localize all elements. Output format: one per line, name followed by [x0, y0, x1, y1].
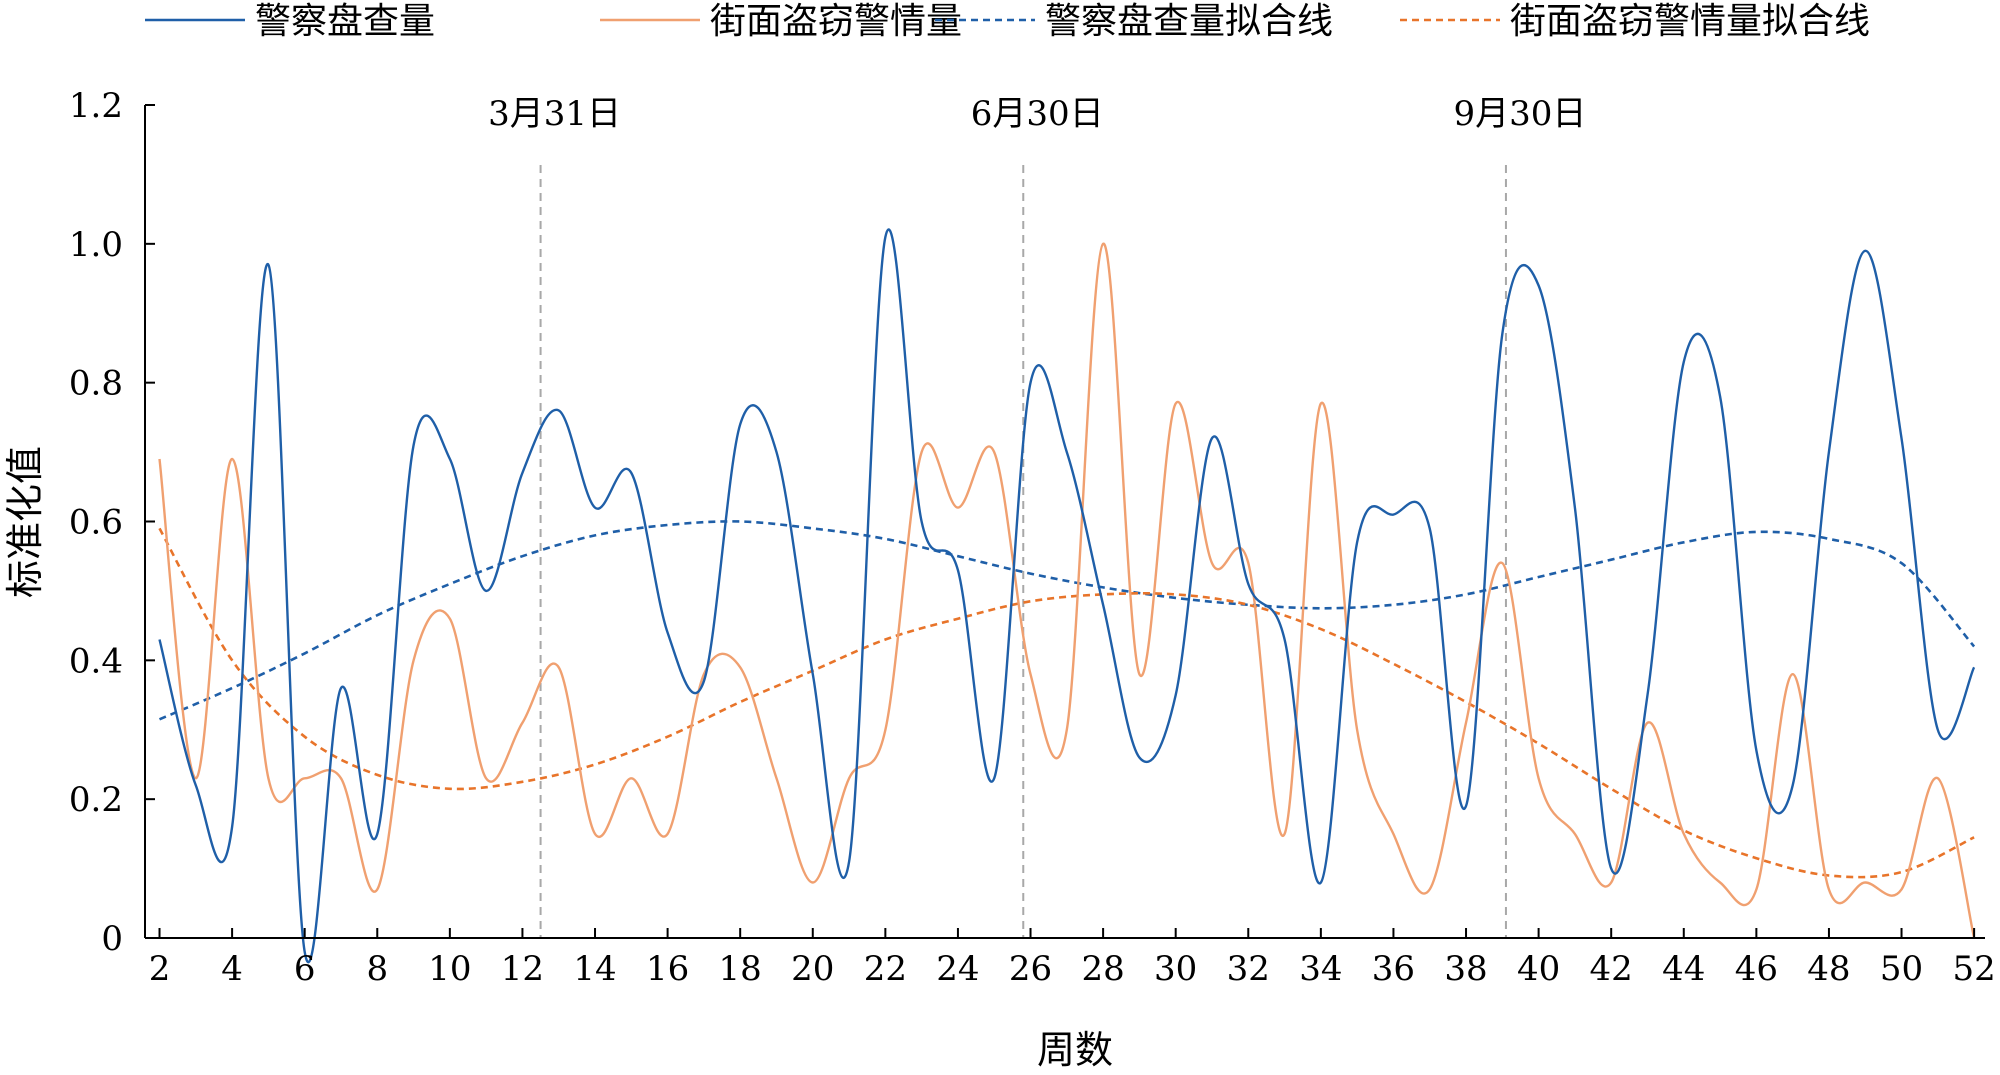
x-tick-label: 6 [294, 949, 316, 989]
x-tick-label: 14 [573, 949, 616, 989]
x-tick-label: 10 [428, 949, 471, 989]
x-tick-label: 46 [1735, 949, 1778, 989]
y-tick-label: 0.8 [69, 364, 123, 404]
x-tick-label: 40 [1517, 949, 1560, 989]
x-tick-label: 8 [366, 949, 388, 989]
x-tick-label: 2 [149, 949, 171, 989]
x-tick-label: 22 [864, 949, 907, 989]
x-tick-label: 16 [646, 949, 689, 989]
x-tick-label: 52 [1952, 949, 1995, 989]
x-tick-label: 48 [1807, 949, 1850, 989]
legend-label: 警察盘查量拟合线 [1045, 1, 1333, 42]
series-line [158, 242, 1976, 939]
reference-label: 6月30日 [971, 94, 1104, 134]
x-tick-label: 18 [719, 949, 762, 989]
legend-label: 警察盘查量 [255, 1, 435, 42]
y-tick-label: 0 [101, 919, 123, 959]
legend-label: 街面盗窃警情量 [710, 1, 962, 42]
x-tick-label: 50 [1880, 949, 1923, 989]
annotations: 3月31日 6月30日 9月30日 [488, 94, 1586, 938]
x-tick-label: 28 [1081, 949, 1124, 989]
x-tick-label: 20 [791, 949, 834, 989]
legend: 警察盘查量 街面盗窃警情量 警察盘查量拟合线 街面盗窃警情量拟合线 [145, 1, 1870, 42]
x-tick-label: 44 [1662, 949, 1705, 989]
series-layer [158, 228, 1976, 964]
x-tick-label: 30 [1154, 949, 1197, 989]
y-axis-title: 标准化值 [3, 446, 47, 598]
x-axis-title: 周数 [1037, 1028, 1113, 1072]
x-tick-label: 24 [936, 949, 979, 989]
y-tick-label: 1.2 [69, 86, 123, 126]
reference-label: 3月31日 [488, 94, 621, 134]
axes: 00.20.40.60.81.01.22 4 6 8 10 12 14 16 18 20 22 24 2… [69, 86, 1996, 989]
x-tick-label: 36 [1372, 949, 1415, 989]
x-tick-label: 32 [1227, 949, 1270, 989]
x-tick-label: 12 [501, 949, 544, 989]
series-line [158, 520, 1976, 721]
x-tick-label: 26 [1009, 949, 1052, 989]
y-tick-label: 1.0 [69, 225, 123, 265]
y-tick-label: 0.4 [69, 641, 123, 681]
series-line [158, 228, 1976, 964]
legend-label: 街面盗窃警情量拟合线 [1510, 1, 1870, 42]
x-tick-label: 34 [1299, 949, 1342, 989]
y-tick-label: 0.6 [69, 503, 123, 543]
x-tick-label: 38 [1444, 949, 1487, 989]
y-tick-label: 0.2 [69, 780, 123, 820]
x-tick-label: 42 [1590, 949, 1633, 989]
x-tick-label: 4 [221, 949, 243, 989]
reference-label: 9月30日 [1453, 94, 1586, 134]
